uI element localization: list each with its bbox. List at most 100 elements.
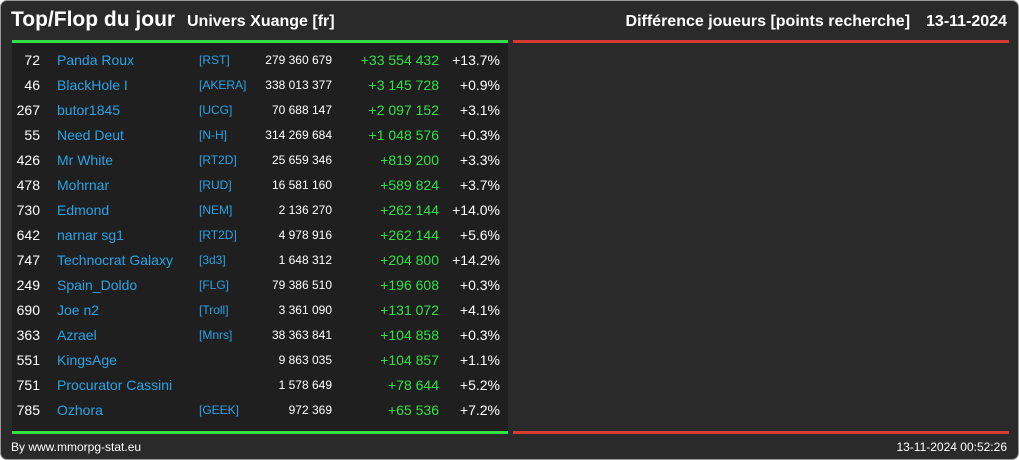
table-row: 267 butor1845 [UCG] 70 688 147 +2 097 152 +3.… — [12, 98, 508, 123]
points-difference: +1 048 576 — [368, 127, 439, 143]
alliance-tag-link[interactable]: [NEM] — [199, 203, 233, 217]
alliance-tag-link[interactable]: [RUD] — [199, 178, 232, 192]
player-rank: 690 — [16, 302, 40, 318]
player-name-link[interactable]: butor1845 — [57, 102, 121, 118]
table-row: 642 narnar sg1 [RT2D] 4 978 916 +262 144 +5.6… — [12, 223, 508, 248]
player-points: 314 269 684 — [265, 128, 332, 142]
player-rank: 72 — [24, 52, 40, 68]
player-rank: 478 — [16, 177, 40, 193]
player-rank: 730 — [16, 202, 40, 218]
player-name-link[interactable]: Technocrat Galaxy — [57, 252, 173, 268]
page-title: Top/Flop du jour — [11, 8, 176, 31]
table-row: 730 Edmond [NEM] 2 136 270 +262 144 +14.0% — [12, 198, 508, 223]
table-row: 690 Joe n2 [Troll] 3 361 090 +131 072 +4.1% — [12, 298, 508, 323]
table-row: 751 Procurator Cassini 1 578 649 +78 644 +5.… — [12, 373, 508, 398]
player-rank: 785 — [16, 402, 40, 418]
percent-change: +0.9% — [459, 77, 500, 93]
points-difference: +196 608 — [380, 277, 439, 293]
points-difference: +3 145 728 — [368, 77, 439, 93]
percent-change: +3.7% — [459, 177, 500, 193]
player-name-link[interactable]: Ozhora — [57, 402, 103, 418]
percent-change: +4.1% — [459, 302, 500, 318]
player-points: 279 360 679 — [265, 53, 332, 67]
player-name-link[interactable]: Edmond — [57, 202, 110, 218]
alliance-tag-link[interactable]: [FLG] — [199, 278, 230, 292]
alliance-tag-link[interactable]: [GEEK] — [199, 403, 240, 417]
player-name-link[interactable]: KingsAge — [57, 352, 117, 368]
player-name-link[interactable]: Mr White — [57, 152, 113, 168]
table-row: 478 Mohrnar [RUD] 16 581 160 +589 824 +3.7% — [12, 173, 508, 198]
player-points: 79 386 510 — [271, 278, 332, 292]
table-row: 426 Mr White [RT2D] 25 659 346 +819 200 +3.3% — [12, 148, 508, 173]
player-name-link[interactable]: Procurator Cassini — [57, 377, 173, 393]
player-rank: 751 — [16, 377, 40, 393]
flop-panel-top-border — [513, 40, 1009, 43]
alliance-tag-link[interactable]: [Mnrs] — [199, 328, 233, 342]
alliance-tag-link[interactable]: [3d3] — [199, 253, 226, 267]
metric-label: Différence joueurs [points recherche] — [625, 13, 911, 30]
alliance-tag-link[interactable]: [UCG] — [199, 103, 233, 117]
header-info: Différence joueurs [points recherche] 13… — [626, 13, 1007, 31]
percent-change: +0.3% — [459, 277, 500, 293]
player-name-link[interactable]: Azrael — [57, 327, 97, 343]
player-name-link[interactable]: Mohrnar — [57, 177, 110, 193]
percent-change: +14.0% — [452, 202, 500, 218]
player-rank: 642 — [16, 227, 40, 243]
player-name-link[interactable]: narnar sg1 — [57, 227, 124, 243]
player-name-link[interactable]: Panda Roux — [57, 52, 135, 68]
percent-change: +5.2% — [459, 377, 500, 393]
player-name-link[interactable]: Spain_Doldo — [57, 277, 138, 293]
percent-change: +7.2% — [459, 402, 500, 418]
player-points: 16 581 160 — [271, 178, 332, 192]
player-name-link[interactable]: Joe n2 — [57, 302, 100, 318]
table-row: 747 Technocrat Galaxy [3d3] 1 648 312 +204 8… — [12, 248, 508, 273]
alliance-tag-link[interactable]: [AKERA] — [199, 78, 247, 92]
points-difference: +65 536 — [388, 402, 439, 418]
player-rank: 363 — [16, 327, 40, 343]
player-rank: 46 — [24, 77, 40, 93]
player-points: 972 369 — [288, 403, 332, 417]
date-label: 13-11-2024 — [926, 13, 1007, 30]
percent-change: +0.3% — [459, 327, 500, 343]
player-rank: 55 — [24, 127, 40, 143]
top-panel-bottom-border — [12, 431, 508, 434]
alliance-tag-link[interactable]: [RT2D] — [199, 228, 237, 242]
points-difference: +78 644 — [388, 377, 439, 393]
player-points: 38 363 841 — [271, 328, 332, 342]
percent-change: +1.1% — [459, 352, 500, 368]
points-difference: +104 858 — [380, 327, 439, 343]
points-difference: +131 072 — [380, 302, 439, 318]
player-name-link[interactable]: Need Deut — [57, 127, 124, 143]
player-rank: 426 — [16, 152, 40, 168]
alliance-tag-link[interactable]: [Troll] — [199, 303, 229, 317]
player-rank: 249 — [16, 277, 40, 293]
percent-change: +14.2% — [452, 252, 500, 268]
player-points: 1 578 649 — [278, 378, 332, 392]
percent-change: +5.6% — [459, 227, 500, 243]
top-panel-top-border — [12, 40, 508, 43]
universe-label: Univers Xuange [fr] — [187, 13, 335, 30]
table-row: 249 Spain_Doldo [FLG] 79 386 510 +196 608 +0.… — [12, 273, 508, 298]
player-points: 1 648 312 — [278, 253, 332, 267]
percent-change: +3.3% — [459, 152, 500, 168]
points-difference: +204 800 — [380, 252, 439, 268]
player-points: 25 659 346 — [271, 153, 332, 167]
player-points: 2 136 270 — [278, 203, 332, 217]
table-row: 363 Azrael [Mnrs] 38 363 841 +104 858 +0.3% — [12, 323, 508, 348]
alliance-tag-link[interactable]: [RT2D] — [199, 153, 237, 167]
table-row: 72 Panda Roux [RST] 279 360 679 +33 554 432 +… — [12, 48, 508, 73]
points-difference: +589 824 — [380, 177, 439, 193]
player-rank: 551 — [16, 352, 40, 368]
points-difference: +104 857 — [380, 352, 439, 368]
alliance-tag-link[interactable]: [N-H] — [199, 128, 227, 142]
alliance-tag-link[interactable]: [RST] — [199, 53, 230, 67]
generated-timestamp: 13-11-2024 00:52:26 — [896, 440, 1007, 454]
points-difference: +33 554 432 — [360, 52, 439, 68]
points-difference: +262 144 — [380, 227, 439, 243]
table-row: 785 Ozhora [GEEK] 972 369 +65 536 +7.2% — [12, 398, 508, 423]
player-name-link[interactable]: BlackHole I — [57, 77, 128, 93]
player-points: 3 361 090 — [278, 303, 332, 317]
player-points: 338 013 377 — [265, 78, 332, 92]
percent-change: +13.7% — [452, 52, 500, 68]
